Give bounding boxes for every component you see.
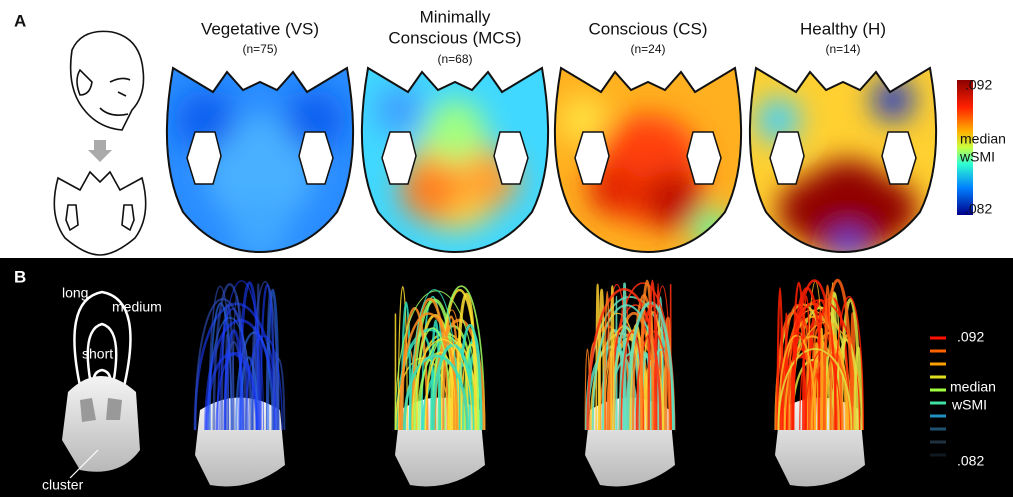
group-title: Minimally [420,7,491,26]
schematic-label: cluster [42,477,84,493]
skull-schematic [62,376,140,472]
schematic-label: long [62,285,88,301]
topomap-blob [834,231,862,252]
network [584,279,676,487]
head-outline [165,66,355,254]
colorbar-label: median [950,379,996,395]
colorbar-min: .082 [965,201,992,217]
connection [824,349,849,431]
colorbar-min: .082 [957,453,984,469]
group-title: Conscious (CS) [588,19,707,38]
connection [414,327,451,431]
head-outline [748,66,938,254]
connection [853,346,864,431]
eye-hole [186,131,334,185]
topomap [748,66,938,254]
topomap [360,66,550,254]
connection [813,342,820,431]
pointer [69,449,99,479]
connection [410,289,459,431]
connection [639,280,655,431]
connection [820,328,824,431]
head-outline [553,66,743,254]
connection [647,279,658,431]
connection [449,345,454,431]
connection [430,319,442,431]
panel-label: A [14,11,26,30]
group-n: (n=75) [242,42,277,56]
eye-hole [574,131,722,185]
connection [834,338,859,431]
connection [403,354,469,431]
connection [411,338,473,431]
topomap-blobs [375,85,518,230]
colorbar-max: .092 [957,329,984,345]
topomap-blob [778,180,838,240]
topomap-blob [400,160,460,220]
group-n: (n=68) [437,52,472,66]
topomap [553,66,743,254]
schematic-label: short [82,346,113,362]
connection [777,334,817,431]
connection [598,288,605,431]
connection [398,312,459,431]
network [774,279,865,487]
connection [604,290,611,431]
connection [205,352,259,431]
topomap-blobs [558,95,733,250]
group-title: Healthy (H) [800,19,886,38]
topomap-blob [756,98,800,142]
eye-hole [769,131,917,185]
connection [265,288,275,431]
colorbar-label: wSMI [959,149,995,165]
topomap-blob [375,85,425,135]
head-outline [360,66,550,254]
connection [271,358,286,431]
group-title: Vegetative (VS) [201,19,319,38]
connection [208,286,233,431]
connection [610,285,615,431]
group-title: Conscious (MCS) [388,28,521,47]
topomap-blob [230,200,290,252]
colorbar [957,80,973,215]
topomap-blob [643,170,703,230]
colorbar-max: .092 [965,77,992,93]
group-n: (n=14) [825,42,860,56]
panel-label: B [14,267,26,286]
topomap-fill [361,68,549,252]
connection [792,332,807,431]
connection [823,284,832,431]
head-schematic [53,30,147,256]
schematic-label: medium [112,299,162,315]
colorbar-label: wSMI [951,397,987,413]
topomap-blob [175,90,235,150]
topomap-blob [873,80,913,120]
connection [245,335,283,431]
eye-hole [381,131,529,185]
colorbar-b [930,336,946,457]
topomap-blobs [756,80,918,252]
network [193,280,286,487]
topomap-blobs [175,90,345,252]
connection [834,296,864,431]
topomap-blob [425,100,485,160]
connection [235,331,274,431]
topomap [165,66,355,254]
topomap-blob [285,90,345,150]
network [394,285,486,487]
connection [777,347,853,431]
connection [238,281,261,431]
connection [776,287,784,431]
topomap-blob [205,115,315,225]
colorbar-label: median [960,131,1006,147]
connection [410,297,450,431]
connection [216,308,249,431]
topomap-blob [858,180,918,240]
group-n: (n=24) [630,42,665,56]
